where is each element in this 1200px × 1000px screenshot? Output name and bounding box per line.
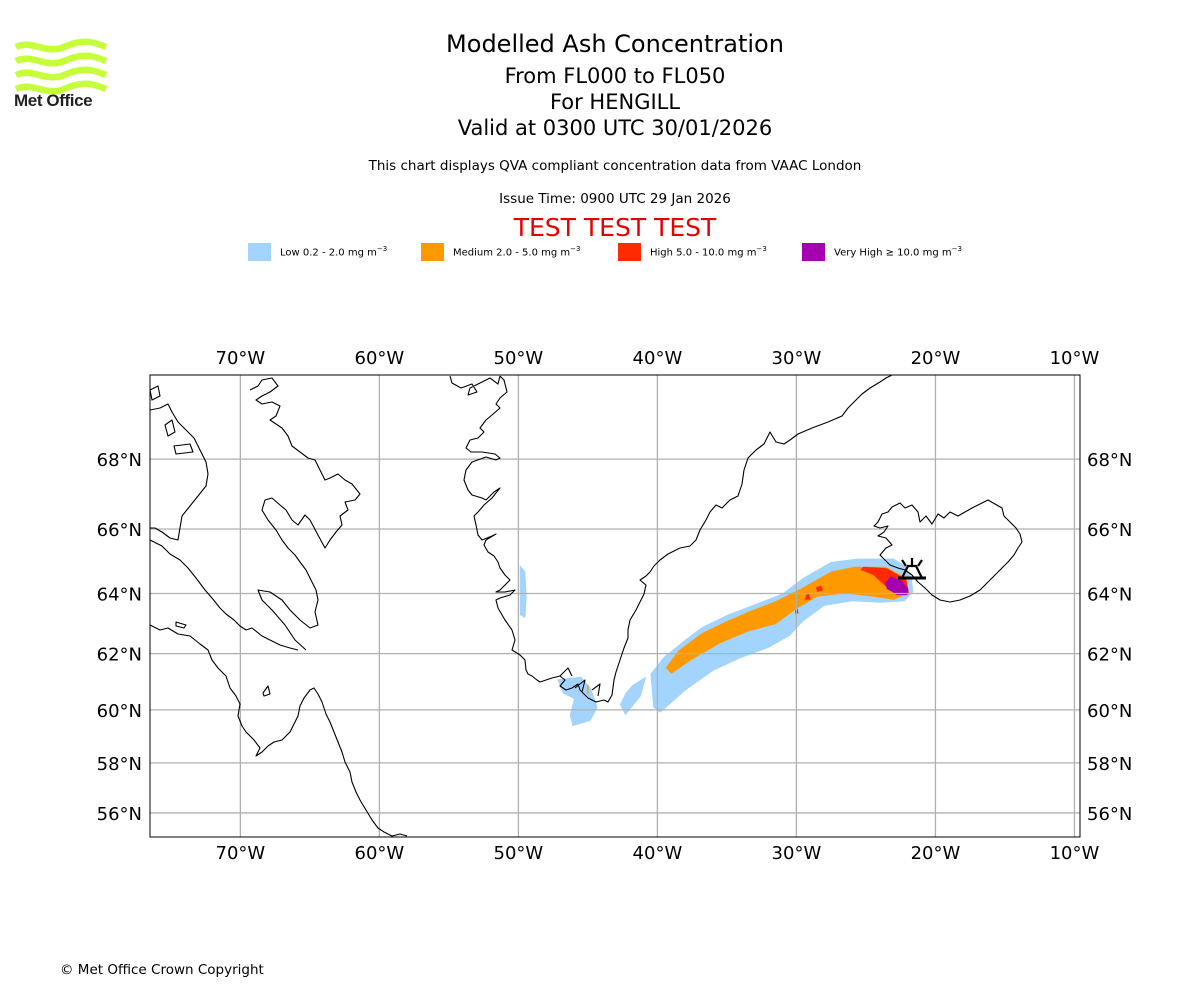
gridlines [150,375,1080,837]
lat-tick-label-right: 56°N [1087,804,1132,825]
ash-layer [519,558,914,727]
lat-tick-label-right: 68°N [1087,450,1132,471]
lat-tick-label-right: 58°N [1087,754,1132,775]
legend-label-medium: Medium 2.0 - 5.0 mg m−3 [453,245,581,259]
lon-tick-label-bottom: 70°W [216,843,266,864]
lon-tick-label-bottom: 20°W [911,843,961,864]
ash-zone-low [650,558,914,713]
chart-subtitle: This chart displays QVA compliant concen… [368,158,862,174]
met-office-logo-icon [14,38,108,95]
coastline-greenland-southtip [559,667,601,697]
coastline-iceland [873,499,1023,603]
valid-time: Valid at 0300 UTC 30/01/2026 [457,116,773,140]
lat-tick-label-left: 56°N [97,804,142,825]
lon-tick-label-top: 30°W [772,348,822,369]
met-office-logo-text: Met Office [14,91,93,110]
lon-tick-label-top: 60°W [355,348,405,369]
issue-time: Issue Time: 0900 UTC 29 Jan 2026 [499,191,731,207]
lon-tick-label-bottom: 60°W [355,843,405,864]
lat-tick-label-left: 58°N [97,754,142,775]
lon-tick-label-top: 20°W [911,348,961,369]
lon-tick-label-bottom: 10°W [1050,843,1100,864]
legend-item-medium: Medium 2.0 - 5.0 mg m−3 [421,243,580,261]
chart-title: Modelled Ash Concentration [446,30,784,58]
legend-label-high: High 5.0 - 10.0 mg m−3 [650,245,767,259]
coastline-labrador [150,624,408,837]
lat-tick-label-right: 64°N [1087,585,1132,606]
legend-label-low: Low 0.2 - 2.0 mg m−3 [280,245,388,259]
copyright-notice: © Met Office Crown Copyright [60,962,264,978]
legend-label-very-high: Very High ≥ 10.0 mg m−3 [834,245,962,259]
lon-tick-label-top: 70°W [216,348,266,369]
lat-tick-label-left: 68°N [97,450,142,471]
legend-item-low: Low 0.2 - 2.0 mg m−3 [248,243,387,261]
ash-zone-medium [587,685,589,694]
legend-swatch-low [248,243,271,261]
legend-item-very-high: Very High ≥ 10.0 mg m−3 [802,243,962,261]
volcano-symbol-icon [898,558,926,580]
lat-tick-label-left: 60°N [97,701,142,722]
coastline-labrador-island [175,621,271,697]
lat-tick-label-left: 66°N [97,520,142,541]
test-banner: TEST TEST TEST [513,213,717,242]
coastline-foxe-basin [150,403,209,541]
lat-tick-label-left: 64°N [97,585,142,606]
legend-item-high: High 5.0 - 10.0 mg m−3 [618,243,767,261]
lat-tick-label-right: 62°N [1087,645,1132,666]
lon-tick-label-top: 50°W [494,348,544,369]
coastline-greenland-east [653,375,893,567]
legend-swatch-high [618,243,641,261]
coastline-greenland-west [449,375,655,703]
ash-zone-very-high [885,576,909,596]
lon-tick-label-bottom: 40°W [633,843,683,864]
lat-tick-label-left: 62°N [97,645,142,666]
ash-zone-low [519,565,527,619]
ash-zone-high [804,593,811,600]
coastline-baffin-island [249,377,361,651]
volcano-name: For HENGILL [549,90,681,114]
lon-tick-label-top: 10°W [1050,348,1100,369]
coastlines [150,375,1023,837]
coastline-baffin-south [150,539,299,651]
axis-ticks: 70°W 70°W 60°W 60°W 50°W 50°W 40°W 40°W 30°W 30°W… [97,348,1133,864]
flight-level-range: From FL000 to FL050 [504,64,726,88]
lon-tick-label-top: 40°W [633,348,683,369]
lon-tick-label-bottom: 30°W [772,843,822,864]
lat-tick-label-right: 66°N [1087,520,1132,541]
map-frame [149,374,1081,838]
legend-swatch-medium [421,243,444,261]
coastline-island-small [150,385,194,455]
legend-swatch-very-high [802,243,825,261]
ash-zone-low [619,676,647,716]
lat-tick-label-right: 60°N [1087,701,1132,722]
lon-tick-label-bottom: 50°W [494,843,544,864]
ash-zone-high [815,585,823,592]
